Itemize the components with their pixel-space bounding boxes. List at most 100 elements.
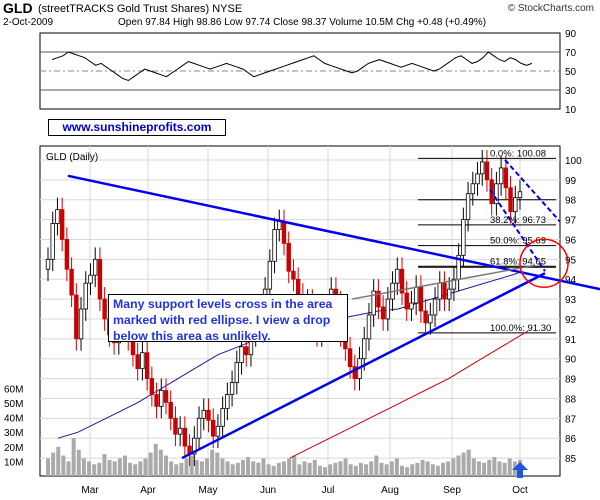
volume-tick-label: 50M xyxy=(4,399,23,410)
rsi-tick-label: 10 xyxy=(565,105,577,116)
volume-bar xyxy=(430,464,435,476)
price-bar-body xyxy=(225,394,230,409)
volume-bar xyxy=(415,462,420,476)
price-bar-body xyxy=(428,314,433,324)
volume-bar xyxy=(169,461,174,476)
price-bar-body xyxy=(465,193,471,220)
volume-bar xyxy=(225,461,230,476)
month-label: Apr xyxy=(140,485,156,496)
volume-bar xyxy=(328,464,333,476)
volume-bar xyxy=(456,455,461,476)
volume-bar xyxy=(133,464,138,476)
price-tick-label: 96 xyxy=(565,235,577,246)
volume-bar xyxy=(358,462,363,476)
price-bar-body xyxy=(97,258,103,300)
volume-bar xyxy=(451,458,456,476)
price-bar-body xyxy=(418,286,424,312)
volume-bar xyxy=(302,461,307,476)
volume-bar xyxy=(461,452,466,476)
price-tick-label: 88 xyxy=(565,394,577,405)
volume-bar xyxy=(92,464,97,476)
volume-bar xyxy=(425,461,430,476)
ticker-symbol: GLD xyxy=(3,0,33,16)
volume-bar xyxy=(81,458,86,476)
volume-bar xyxy=(112,461,117,476)
volume-bar xyxy=(76,449,81,476)
volume-bar xyxy=(446,461,451,476)
price-bar-body xyxy=(215,425,221,437)
price-bar-body xyxy=(291,270,296,280)
volume-bar xyxy=(128,462,133,476)
volume-bar xyxy=(261,458,266,476)
price-bar-body xyxy=(395,268,400,284)
price-bar-body xyxy=(432,298,438,316)
volume-bar xyxy=(184,458,189,476)
red-ellipse xyxy=(519,238,569,289)
ticker-name: (streetTRACKS Gold Trust Shares) NYSE xyxy=(38,3,243,15)
annotation-note: Many support levels cross in the area ma… xyxy=(108,294,348,343)
volume-bar xyxy=(333,462,338,476)
volume-bar xyxy=(143,458,148,476)
price-bar-body xyxy=(196,417,202,439)
price-bar-body xyxy=(366,314,372,340)
volume-bar xyxy=(287,458,292,476)
volume-bar xyxy=(205,458,210,476)
price-bar-body xyxy=(163,390,169,403)
volume-bar xyxy=(179,462,184,476)
volume-bar xyxy=(476,461,481,476)
volume-bar xyxy=(441,462,446,476)
volume-bar xyxy=(487,459,492,476)
price-bar-body xyxy=(244,346,249,356)
volume-bar xyxy=(210,449,215,476)
price-bar-body xyxy=(404,292,409,310)
volume-bar xyxy=(164,455,168,476)
month-label: Jun xyxy=(260,485,276,496)
price-bar-body xyxy=(371,290,376,316)
price-tick-label: 99 xyxy=(565,176,577,187)
volume-bar xyxy=(46,458,50,476)
volume-bar xyxy=(199,461,204,476)
volume-bar xyxy=(379,462,384,476)
price-bar-body xyxy=(295,278,301,296)
month-axis: Mar Apr May Jun Jul Aug Sep Oct xyxy=(81,485,528,496)
rsi-grid xyxy=(40,51,560,91)
channel-dashed-upper xyxy=(504,159,561,223)
volume-bar xyxy=(148,452,153,476)
volume-bar xyxy=(312,459,317,476)
volume-bar xyxy=(215,452,220,476)
rsi-panel xyxy=(39,32,561,110)
volume-bar xyxy=(389,461,394,476)
price-bar-body xyxy=(173,417,178,435)
price-bar-body xyxy=(229,382,235,395)
price-bar-body xyxy=(461,219,466,256)
volume-bar xyxy=(507,458,512,476)
price-bar-body xyxy=(159,390,164,407)
price-tick-label: 85 xyxy=(565,454,577,465)
quote-stats: Open 97.84 High 98.86 Low 97.74 Close 98… xyxy=(118,17,487,28)
volume-bar xyxy=(246,457,251,476)
fib-label: 0.0%: 100.08 xyxy=(490,148,546,159)
price-bar-body xyxy=(508,187,513,213)
rsi-tick-label: 90 xyxy=(565,29,577,40)
lower-trendline xyxy=(181,272,546,460)
price-bar-body xyxy=(93,258,98,276)
rsi-series xyxy=(51,51,533,82)
support-trendline xyxy=(351,264,536,300)
rsi-tick-label: 70 xyxy=(565,48,577,59)
volume-bar xyxy=(497,461,502,476)
price-tick-label: 95 xyxy=(565,255,577,266)
price-bar-body xyxy=(281,221,287,244)
price-tick-label: 87 xyxy=(565,414,577,425)
price-bar-body xyxy=(498,167,504,185)
price-panel-title: GLD (Daily) xyxy=(46,152,99,163)
price-bar-body xyxy=(74,294,79,340)
price-bar-body xyxy=(484,161,490,181)
price-bar-body xyxy=(352,366,357,379)
price-bar-body xyxy=(385,298,391,320)
volume-tick-label: 10M xyxy=(4,457,23,468)
volume-bar xyxy=(266,464,271,476)
price-bar-body xyxy=(446,288,452,300)
price-tick-label: 90 xyxy=(565,355,577,366)
volume-bar xyxy=(194,459,199,476)
website-link[interactable]: www.sunshineprofits.com xyxy=(48,119,226,136)
